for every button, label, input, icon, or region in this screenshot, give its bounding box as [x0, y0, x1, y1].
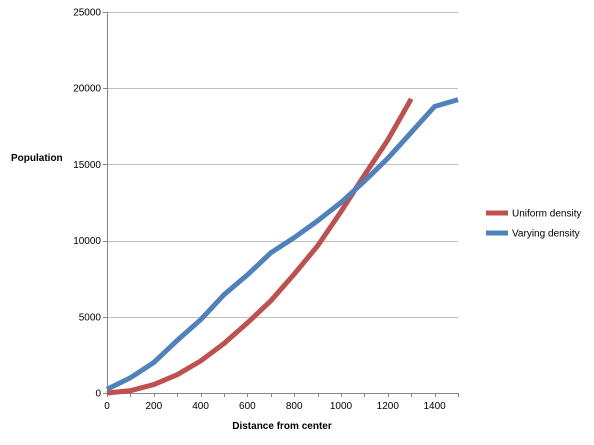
legend-label: Varying density — [512, 229, 580, 240]
legend: Uniform density Varying density — [486, 209, 581, 240]
x-tick-label: 400 — [192, 401, 209, 412]
y-axis-title: Population — [11, 153, 63, 164]
gridlines — [107, 12, 458, 318]
y-tick-label: 0 — [95, 389, 101, 400]
legend-label: Uniform density — [512, 209, 581, 220]
series-lines — [105, 97, 459, 396]
x-tick-label: 1200 — [377, 401, 400, 412]
y-tick-label: 20000 — [73, 84, 101, 95]
y-tick-label: 5000 — [79, 312, 102, 323]
x-tick-label: 800 — [286, 401, 303, 412]
x-tick-label: 1400 — [423, 401, 446, 412]
x-tick-label: 200 — [145, 401, 162, 412]
x-tick-label: 600 — [239, 401, 256, 412]
x-axis-title: Distance from center — [232, 421, 332, 432]
y-tick-label: 10000 — [73, 236, 101, 247]
x-tick-label: 1000 — [330, 401, 353, 412]
y-tick-label: 15000 — [73, 160, 101, 171]
y-tick-label: 25000 — [73, 8, 101, 19]
series-line-uniform-density — [106, 97, 414, 396]
axes — [103, 12, 459, 397]
x-tick-labels: 0 200 400 600 800 1000 1200 1400 — [104, 401, 446, 412]
y-tick-labels: 0 5000 10000 15000 20000 25000 — [73, 8, 101, 400]
series-line-varying-density — [105, 97, 459, 392]
x-tick-label: 0 — [104, 401, 110, 412]
